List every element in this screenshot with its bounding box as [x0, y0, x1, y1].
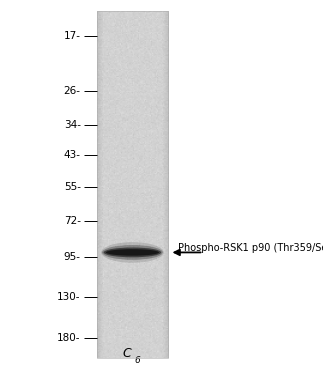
Text: 34-: 34-	[64, 120, 81, 130]
Ellipse shape	[102, 245, 163, 260]
Text: 43-: 43-	[64, 150, 81, 160]
Text: C: C	[122, 347, 131, 360]
Text: 55-: 55-	[64, 182, 81, 191]
Text: 6: 6	[134, 356, 140, 365]
Bar	[97, 11, 168, 358]
Ellipse shape	[106, 249, 159, 256]
Text: 72-: 72-	[64, 216, 81, 226]
Text: 130-: 130-	[57, 292, 81, 302]
Ellipse shape	[101, 242, 164, 263]
Ellipse shape	[104, 248, 161, 257]
Text: 95-: 95-	[64, 251, 81, 261]
Text: 26-: 26-	[64, 85, 81, 95]
Text: Phospho-RSK1 p90 (Thr359/Ser363): Phospho-RSK1 p90 (Thr359/Ser363)	[178, 243, 323, 253]
Text: 17-: 17-	[64, 31, 81, 41]
Text: 180-: 180-	[57, 333, 81, 344]
